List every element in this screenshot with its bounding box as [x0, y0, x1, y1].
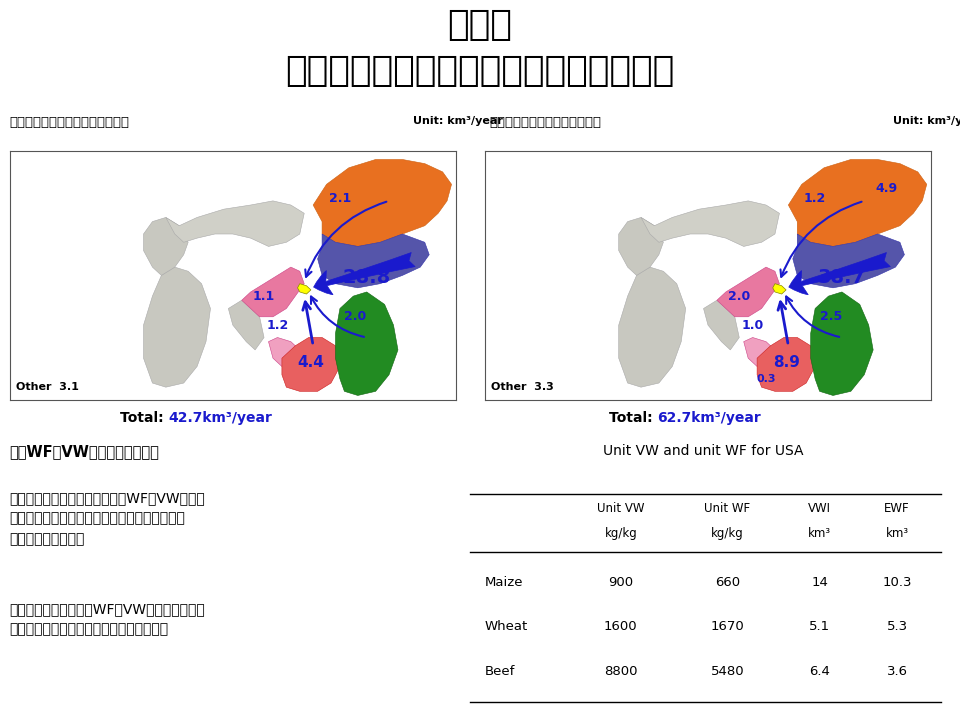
- Text: 日本のウォーターフットプリントの推定: 日本のウォーターフットプリントの推定: [285, 54, 675, 89]
- Text: Beef: Beef: [485, 665, 516, 678]
- Text: Unit: km³/year: Unit: km³/year: [413, 116, 503, 126]
- Polygon shape: [144, 217, 188, 275]
- Text: 3.6: 3.6: [887, 665, 907, 678]
- Text: kg/kg: kg/kg: [711, 527, 744, 540]
- Polygon shape: [810, 292, 874, 395]
- Text: 42.7km³/year: 42.7km³/year: [168, 410, 272, 425]
- Text: 1600: 1600: [604, 621, 637, 634]
- Polygon shape: [242, 267, 304, 317]
- Polygon shape: [282, 338, 340, 392]
- Text: 28.8: 28.8: [343, 268, 391, 287]
- Polygon shape: [793, 234, 904, 288]
- Polygon shape: [313, 160, 451, 246]
- Text: 5.1: 5.1: [809, 621, 830, 634]
- Text: 1.0: 1.0: [741, 318, 764, 332]
- Text: Wheat: Wheat: [485, 621, 528, 634]
- Text: 5.3: 5.3: [886, 621, 908, 634]
- Text: 2.5: 2.5: [820, 310, 842, 323]
- Polygon shape: [269, 338, 304, 371]
- Text: kg/kg: kg/kg: [605, 527, 637, 540]
- Text: km³: km³: [885, 527, 909, 540]
- Polygon shape: [335, 292, 398, 395]
- Polygon shape: [318, 234, 429, 288]
- Text: Other  3.3: Other 3.3: [492, 382, 554, 392]
- Text: ヴァーチャルウォーター輸入量: ヴァーチャルウォーター輸入量: [490, 116, 602, 129]
- Text: なぜWFはVWよりも小さいか？: なぜWFはVWよりも小さいか？: [10, 444, 159, 459]
- Text: Unit VW and unit WF for USA: Unit VW and unit WF for USA: [603, 444, 804, 458]
- Text: Other  3.1: Other 3.1: [16, 382, 79, 392]
- Text: 8800: 8800: [604, 665, 637, 678]
- Text: 2.0: 2.0: [728, 289, 751, 302]
- Polygon shape: [619, 217, 663, 275]
- Text: 62.7km³/year: 62.7km³/year: [658, 410, 761, 425]
- Polygon shape: [773, 284, 786, 294]
- Text: Unit: km³/year: Unit: km³/year: [893, 116, 960, 126]
- Text: 1670: 1670: [710, 621, 744, 634]
- Text: 結果１: 結果１: [447, 9, 513, 42]
- Text: 38.7: 38.7: [818, 268, 866, 287]
- Text: ・単位当たりのトウモロコシのWFがVWよりも
小さいから（アメリカの単位当たり収穫量が大
きいことが主因）。: ・単位当たりのトウモロコシのWFがVWよりも 小さいから（アメリカの単位当たり収…: [10, 491, 205, 546]
- Polygon shape: [166, 201, 304, 246]
- Text: 1.2: 1.2: [804, 192, 827, 205]
- Text: 2.1: 2.1: [329, 192, 351, 205]
- Polygon shape: [717, 267, 780, 317]
- Text: 0.3: 0.3: [756, 374, 776, 384]
- Polygon shape: [298, 284, 311, 294]
- Text: 1.2: 1.2: [266, 318, 289, 332]
- Text: Total:: Total:: [119, 410, 168, 425]
- Text: 1.1: 1.1: [252, 289, 276, 302]
- Text: 900: 900: [609, 576, 634, 589]
- Polygon shape: [144, 267, 210, 387]
- Text: Unit WF: Unit WF: [705, 502, 751, 515]
- Polygon shape: [704, 300, 739, 350]
- Text: 4.9: 4.9: [876, 182, 898, 195]
- Polygon shape: [641, 201, 780, 246]
- Text: EWF: EWF: [884, 502, 910, 515]
- Text: Total:: Total:: [609, 410, 658, 425]
- Text: 660: 660: [715, 576, 740, 589]
- Text: 5480: 5480: [710, 665, 744, 678]
- Polygon shape: [788, 160, 926, 246]
- Text: 10.3: 10.3: [882, 576, 912, 589]
- Text: 14: 14: [811, 576, 828, 589]
- Text: 8.9: 8.9: [773, 355, 800, 370]
- Text: Maize: Maize: [485, 576, 523, 589]
- Text: 4.4: 4.4: [298, 355, 324, 370]
- Text: 2.0: 2.0: [345, 310, 367, 323]
- Polygon shape: [744, 338, 780, 371]
- Text: km³: km³: [808, 527, 831, 540]
- Polygon shape: [228, 300, 264, 350]
- Polygon shape: [757, 338, 815, 392]
- Text: 6.4: 6.4: [809, 665, 830, 678]
- Text: ・単位当たりの牛肉のWFがVWよりも小さいか
ら（アメリカの放牧率が高いことが主因）: ・単位当たりの牛肉のWFがVWよりも小さいか ら（アメリカの放牧率が高いことが主…: [10, 602, 205, 636]
- Text: 日本のウォーターフットプリント: 日本のウォーターフットプリント: [10, 116, 130, 129]
- Text: VWI: VWI: [808, 502, 831, 515]
- Text: Unit VW: Unit VW: [597, 502, 644, 515]
- Polygon shape: [619, 267, 685, 387]
